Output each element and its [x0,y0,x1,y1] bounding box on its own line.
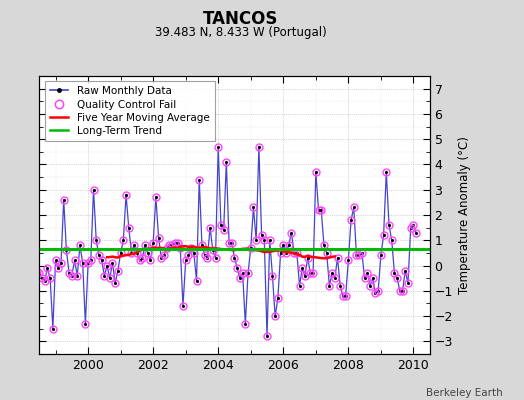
Text: 39.483 N, 8.433 W (Portugal): 39.483 N, 8.433 W (Portugal) [155,26,327,39]
Text: TANCOS: TANCOS [203,10,279,28]
Text: Berkeley Earth: Berkeley Earth [427,388,503,398]
Y-axis label: Temperature Anomaly (°C): Temperature Anomaly (°C) [458,136,472,294]
Legend: Raw Monthly Data, Quality Control Fail, Five Year Moving Average, Long-Term Tren: Raw Monthly Data, Quality Control Fail, … [45,81,215,141]
